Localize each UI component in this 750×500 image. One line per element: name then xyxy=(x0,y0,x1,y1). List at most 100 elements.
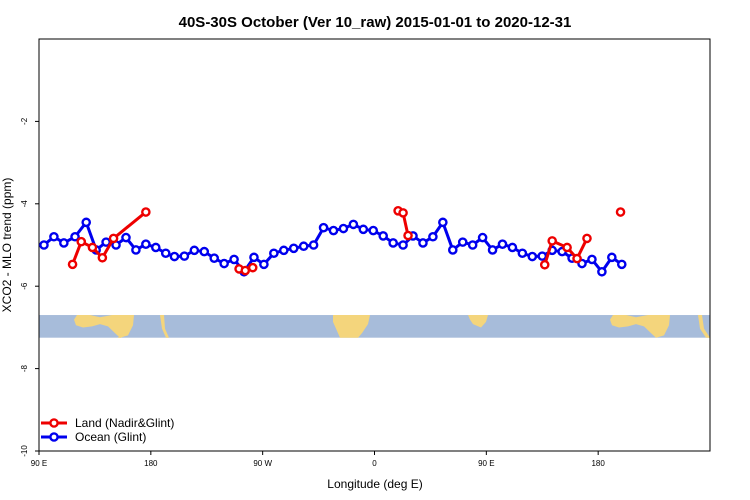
data-point xyxy=(457,237,468,247)
series-layer xyxy=(39,206,627,277)
data-point xyxy=(229,254,239,265)
data-point xyxy=(151,242,161,253)
data-point xyxy=(562,242,572,253)
data-point xyxy=(497,239,508,249)
x-tick-label: 90 E xyxy=(31,459,47,468)
legend-swatch-marker xyxy=(49,418,59,428)
data-point xyxy=(269,248,279,259)
data-point xyxy=(131,245,141,255)
data-point xyxy=(447,245,458,255)
data-point xyxy=(76,236,87,247)
data-point xyxy=(587,254,597,265)
data-point xyxy=(398,208,408,218)
data-point xyxy=(160,248,171,259)
data-point xyxy=(378,231,388,241)
data-point xyxy=(572,253,582,264)
data-point xyxy=(288,243,299,254)
data-point xyxy=(477,232,488,243)
data-point xyxy=(87,242,98,253)
data-point xyxy=(39,240,49,250)
land-shape xyxy=(333,315,370,338)
data-point xyxy=(597,266,607,277)
data-point xyxy=(249,252,259,263)
plot-frame xyxy=(38,38,711,452)
data-point xyxy=(547,236,557,246)
data-point xyxy=(209,253,220,263)
x-tick-label: 90 E xyxy=(478,459,494,468)
legend-label: Ocean (Glint) xyxy=(75,430,146,444)
x-axis: 90 E 180 90 W 0 90 E 180 xyxy=(31,451,605,468)
data-point xyxy=(368,225,379,236)
data-point xyxy=(219,258,229,269)
x-tick-label: 180 xyxy=(591,459,605,468)
data-point xyxy=(189,245,200,256)
data-point xyxy=(121,232,131,243)
data-point xyxy=(298,241,309,252)
ocean-band xyxy=(39,315,710,338)
data-point xyxy=(67,259,78,270)
land-shape xyxy=(610,315,670,338)
data-point xyxy=(348,219,359,230)
data-point xyxy=(247,262,258,273)
data-point xyxy=(81,217,92,228)
data-point xyxy=(438,217,448,228)
data-point xyxy=(169,251,180,262)
data-point xyxy=(141,239,151,249)
data-point xyxy=(49,231,59,242)
data-point xyxy=(527,251,538,262)
land-shape xyxy=(74,315,134,338)
data-point xyxy=(517,248,528,259)
land-shape xyxy=(160,315,169,338)
data-point xyxy=(318,222,329,233)
data-point xyxy=(616,259,627,270)
y-tick-label: -8 xyxy=(20,364,29,372)
data-point xyxy=(70,231,80,242)
data-point xyxy=(487,245,498,255)
data-point xyxy=(338,223,349,234)
data-point xyxy=(59,238,69,248)
data-point xyxy=(582,233,592,244)
data-point xyxy=(467,240,478,250)
data-point xyxy=(418,238,428,248)
data-point xyxy=(428,231,438,242)
data-point xyxy=(403,230,413,241)
data-point xyxy=(278,245,289,256)
land-shape xyxy=(468,315,488,328)
y-axis-label: XCO2 - MLO trend (ppm) xyxy=(0,178,14,313)
data-point xyxy=(141,207,151,217)
data-point xyxy=(537,251,548,261)
data-point xyxy=(259,259,269,270)
data-point xyxy=(179,251,190,261)
data-point xyxy=(615,207,626,217)
y-tick-label: -4 xyxy=(20,200,29,208)
y-tick-label: -10 xyxy=(20,445,29,457)
data-point xyxy=(328,225,339,236)
y-tick-label: -6 xyxy=(20,282,29,290)
land-shape xyxy=(118,337,122,338)
data-point xyxy=(97,252,108,263)
x-tick-label: 180 xyxy=(144,459,158,468)
x-tick-label: 90 W xyxy=(253,459,272,468)
data-point xyxy=(607,252,617,263)
legend: Land (Nadir&Glint)Ocean (Glint) xyxy=(41,416,174,444)
data-point xyxy=(308,240,319,250)
data-point xyxy=(240,265,251,276)
legend-swatch-marker xyxy=(49,432,59,442)
x-tick-label: 0 xyxy=(372,459,377,468)
land-shape xyxy=(698,315,710,338)
data-point xyxy=(507,242,518,253)
data-point xyxy=(199,246,210,257)
y-axis: -10 -8 -6 -4 -2 xyxy=(20,117,39,457)
chart-title: 40S-30S October (Ver 10_raw) 2015-01-01 … xyxy=(179,14,572,31)
data-point xyxy=(388,238,398,248)
data-point xyxy=(358,224,369,235)
y-tick-label: -2 xyxy=(20,117,29,125)
data-point xyxy=(539,259,550,270)
data-point xyxy=(108,233,119,244)
data-point xyxy=(398,240,408,250)
x-axis-label: Longitude (deg E) xyxy=(327,477,422,491)
series-land xyxy=(67,206,626,276)
legend-label: Land (Nadir&Glint) xyxy=(75,416,174,430)
map-strip xyxy=(39,315,710,338)
